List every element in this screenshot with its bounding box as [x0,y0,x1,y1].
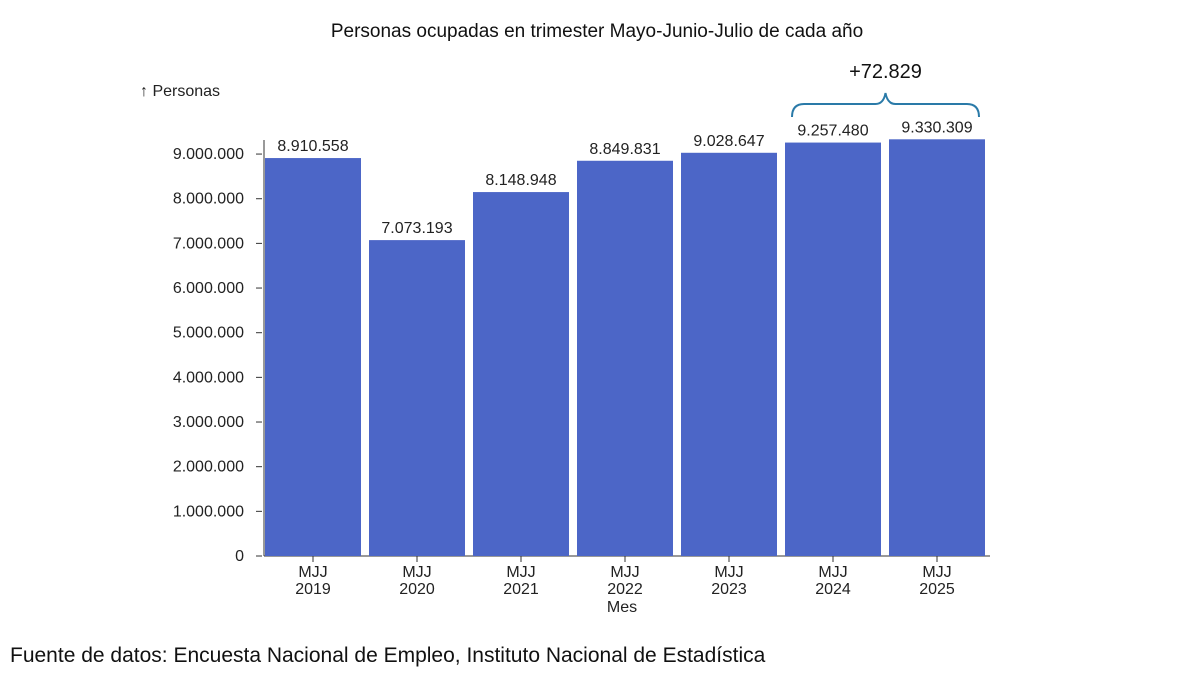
bar [577,160,673,556]
bar [889,139,985,556]
x-tick-label: MJJ [818,564,847,581]
x-tick-label-year: 2025 [919,581,955,598]
bar-value-label: 9.257.480 [797,123,868,140]
x-tick-label: MJJ [402,564,431,581]
x-tick-label: MJJ [922,564,951,581]
x-tick-label-year: 2020 [399,581,435,598]
bar-value-label: 8.910.558 [277,138,348,155]
x-tick-label-year: 2019 [295,581,331,598]
bar-value-label: 8.849.831 [589,141,660,158]
source-note: Fuente de datos: Encuesta Nacional de Em… [10,644,766,667]
x-tick-label: MJJ [506,564,535,581]
bar-value-label: 7.073.193 [381,220,452,237]
x-tick-label-year: 2023 [711,581,747,598]
bar [785,142,881,556]
y-tick-label: 6.000.000 [173,280,244,297]
x-axis-ticks: MJJ2019MJJ2020MJJ2021MJJ2022MJJ2023MJJ20… [295,556,955,598]
bar-value-label: 9.028.647 [693,133,764,150]
x-tick-label-year: 2022 [607,581,643,598]
y-tick-label: 5.000.000 [173,325,244,342]
y-tick-label: 3.000.000 [173,414,244,431]
x-tick-label: MJJ [298,564,327,581]
y-tick-label: 0 [235,548,244,565]
y-tick-label: 2.000.000 [173,459,244,476]
x-tick-label: MJJ [610,564,639,581]
y-axis-title: ↑ Personas [140,83,220,100]
y-tick-label: 8.000.000 [173,191,244,208]
x-tick-label-year: 2021 [503,581,539,598]
bar-value-label: 8.148.948 [485,172,556,189]
x-tick-label: MJJ [714,564,743,581]
bar-chart: Personas ocupadas en trimester Mayo-Juni… [140,21,990,616]
y-axis-ticks: 0 1.000.000 2.000.000 3.000.000 4.000.000 5.0… [173,146,262,565]
y-tick-label: 4.000.000 [173,369,244,386]
annotation-label: +72.829 [849,61,922,83]
x-tick-label-year: 2024 [815,581,851,598]
bar [473,192,569,556]
bar [369,240,465,556]
annotation-bracket [791,92,980,118]
y-tick-label: 7.000.000 [173,235,244,252]
bars: 8.910.558 7.073.193 8.148.948 8.849.831 9.02… [265,119,985,556]
chart-title: Personas ocupadas en trimester Mayo-Juni… [331,21,863,42]
bar [265,158,361,556]
x-axis-title: Mes [607,599,637,616]
y-tick-label: 9.000.000 [173,146,244,163]
bar [681,152,777,556]
difference-annotation: +72.829 [791,61,980,118]
bar-value-label: 9.330.309 [901,119,972,136]
y-tick-label: 1.000.000 [173,503,244,520]
